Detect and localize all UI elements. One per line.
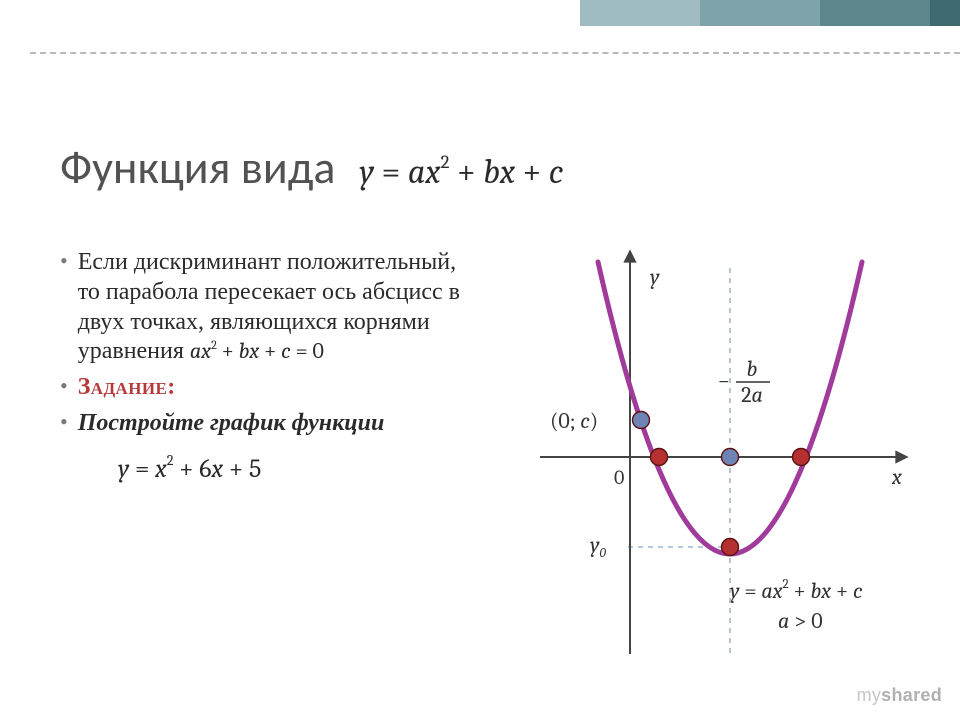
svg-text:b: b xyxy=(747,356,758,382)
header-rule xyxy=(30,52,960,54)
bullet-build-graph: Постройте график функции xyxy=(60,409,480,439)
title-equation: y = ax2 + bx + c xyxy=(359,152,563,192)
watermark-shared: shared xyxy=(881,685,942,705)
slide-title: Функция вида xyxy=(60,140,335,196)
svg-text:y0: y0 xyxy=(590,532,606,561)
svg-text:a > 0: a > 0 xyxy=(778,608,823,634)
header-bar-4 xyxy=(930,0,960,26)
bullet-discriminant: Если дискриминант положительный, то пара… xyxy=(60,248,480,367)
content-body: Если дискриминант положительный, то пара… xyxy=(60,248,480,485)
svg-text:y: y xyxy=(650,264,660,290)
task-heading: Задание: xyxy=(78,373,176,403)
watermark-my: my xyxy=(857,685,882,705)
svg-text:(0; c): (0; c) xyxy=(550,408,598,434)
parabola-graph: y x 0 y0 (0; c) − b2a y = ax2 + bx + c a > 0 xyxy=(520,232,940,692)
svg-text:x: x xyxy=(891,464,902,490)
svg-text:0: 0 xyxy=(614,466,624,489)
svg-text:−: − xyxy=(718,368,730,394)
svg-text:2a: 2a xyxy=(741,382,763,408)
bullet-discriminant-eqn: ax2 + bx + c = 0 xyxy=(190,338,324,364)
task-equation: y = x2 + 6x + 5 xyxy=(118,453,480,485)
watermark: myshared xyxy=(857,685,942,706)
parabola-svg: y x 0 y0 (0; c) − b2a y = ax2 + bx + c a > 0 xyxy=(520,232,940,672)
bullet-build-graph-text: Постройте график функции xyxy=(78,409,385,439)
slide-title-row: Функция вида y = ax2 + bx + c xyxy=(60,140,920,196)
bullet-task-label: Задание: xyxy=(60,373,480,403)
svg-text:y = ax2 + bx + c: y = ax2 + bx + c xyxy=(730,577,863,604)
